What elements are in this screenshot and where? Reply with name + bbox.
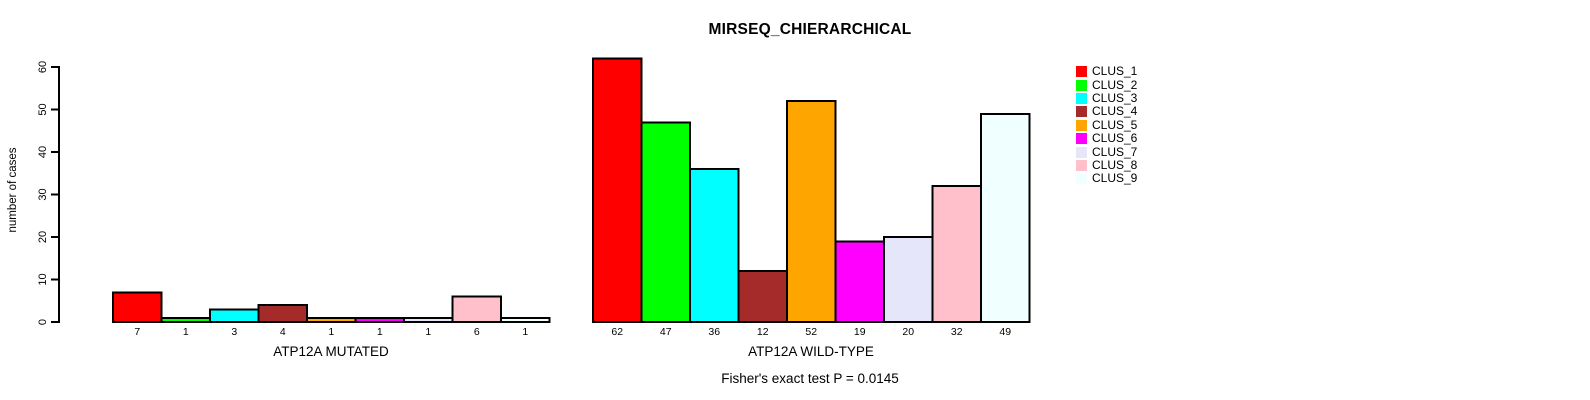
bar-value-label: 4 bbox=[280, 326, 286, 338]
bar-value-label: 1 bbox=[522, 326, 528, 338]
bar-value-label: 32 bbox=[951, 326, 963, 338]
legend-label: CLUS_3 bbox=[1092, 90, 1138, 105]
bar-value-label: 1 bbox=[328, 326, 334, 338]
bar-clus_3 bbox=[209, 308, 260, 323]
legend-label: CLUS_6 bbox=[1092, 131, 1138, 146]
legend-swatch-icon bbox=[1076, 159, 1087, 171]
y-tick-label: 30 bbox=[37, 188, 49, 200]
bar-clus_5 bbox=[306, 316, 357, 323]
legend-item: CLUS_9 bbox=[1076, 172, 1137, 185]
bar-clus_6 bbox=[834, 240, 885, 323]
bar-clus_2 bbox=[160, 316, 211, 323]
legend-item: CLUS_4 bbox=[1076, 105, 1137, 118]
bar-value-label: 36 bbox=[708, 326, 720, 338]
legend-swatch-icon bbox=[1076, 173, 1087, 185]
legend-item: CLUS_8 bbox=[1076, 157, 1138, 172]
y-tick-label: 0 bbox=[37, 319, 49, 325]
legend: CLUS_1 CLUS_2 CLUS_3 CLUS_4 CLUS_5 CLUS_6 CLUS… bbox=[1076, 65, 1137, 186]
legend-label: CLUS_7 bbox=[1092, 144, 1138, 159]
fisher-test-annotation: Fisher's exact test P = 0.0145 bbox=[721, 371, 899, 386]
y-tick-label: 40 bbox=[37, 146, 49, 158]
bar-clus_9 bbox=[980, 112, 1031, 323]
legend-label: CLUS_8 bbox=[1092, 157, 1138, 172]
bar-clus_2 bbox=[640, 121, 691, 323]
legend-label: CLUS_5 bbox=[1092, 117, 1138, 132]
legend-item: CLUS_2 bbox=[1076, 78, 1137, 91]
bar-clus_1 bbox=[592, 57, 643, 323]
x-group-label-mutated: ATP12A MUTATED bbox=[273, 344, 389, 359]
legend-swatch-icon bbox=[1076, 133, 1087, 145]
y-tick-label: 50 bbox=[37, 103, 49, 115]
bar-clus_4 bbox=[257, 304, 308, 323]
legend-item: CLUS_3 bbox=[1076, 90, 1138, 105]
y-tick-label: 10 bbox=[37, 273, 49, 285]
y-tick-label: 20 bbox=[37, 231, 49, 243]
bar-value-label: 20 bbox=[902, 326, 914, 338]
bar-clus_6 bbox=[354, 316, 405, 323]
legend-swatch-icon bbox=[1076, 106, 1087, 118]
legend-label: CLUS_2 bbox=[1092, 77, 1138, 92]
bar-clus_5 bbox=[786, 100, 837, 323]
legend-item: CLUS_1 bbox=[1076, 65, 1137, 78]
legend-label: CLUS_4 bbox=[1092, 104, 1138, 119]
y-tick-label: 60 bbox=[37, 61, 49, 73]
legend-item: CLUS_5 bbox=[1076, 117, 1138, 132]
chart-title: MIRSEQ_CHIERARCHICAL bbox=[708, 21, 912, 38]
bar-value-label: 49 bbox=[999, 326, 1011, 338]
bar-value-label: 6 bbox=[474, 326, 480, 338]
legend-label: CLUS_1 bbox=[1092, 64, 1138, 79]
legend-swatch-icon bbox=[1076, 66, 1087, 78]
bar-clus_7 bbox=[403, 316, 454, 323]
bar-clus_7 bbox=[883, 236, 934, 323]
bar-value-label: 62 bbox=[611, 326, 623, 338]
bar-clus_1 bbox=[112, 291, 163, 323]
x-group-label-wild-type: ATP12A WILD-TYPE bbox=[748, 344, 874, 359]
bar-value-label: 12 bbox=[757, 326, 769, 338]
legend-swatch-icon bbox=[1076, 79, 1087, 91]
legend-item: CLUS_6 bbox=[1076, 132, 1137, 145]
bar-clus_9 bbox=[500, 316, 551, 323]
bar-value-label: 19 bbox=[854, 326, 866, 338]
bar-value-label: 1 bbox=[183, 326, 189, 338]
legend-item: CLUS_7 bbox=[1076, 145, 1137, 158]
bar-clus_3 bbox=[689, 168, 740, 323]
legend-swatch-icon bbox=[1076, 119, 1087, 131]
bar-clus_8 bbox=[931, 185, 982, 323]
legend-swatch-icon bbox=[1076, 92, 1087, 104]
bar-value-label: 52 bbox=[805, 326, 817, 338]
legend-swatch-icon bbox=[1076, 146, 1087, 158]
bar-value-label: 7 bbox=[134, 326, 140, 338]
bar-clus_4 bbox=[737, 270, 788, 323]
legend-label: CLUS_9 bbox=[1092, 171, 1138, 186]
bar-value-label: 1 bbox=[377, 326, 383, 338]
bar-value-label: 47 bbox=[660, 326, 672, 338]
bar-value-label: 3 bbox=[231, 326, 237, 338]
bar-clus_8 bbox=[451, 295, 502, 323]
bar-value-label: 1 bbox=[425, 326, 431, 338]
